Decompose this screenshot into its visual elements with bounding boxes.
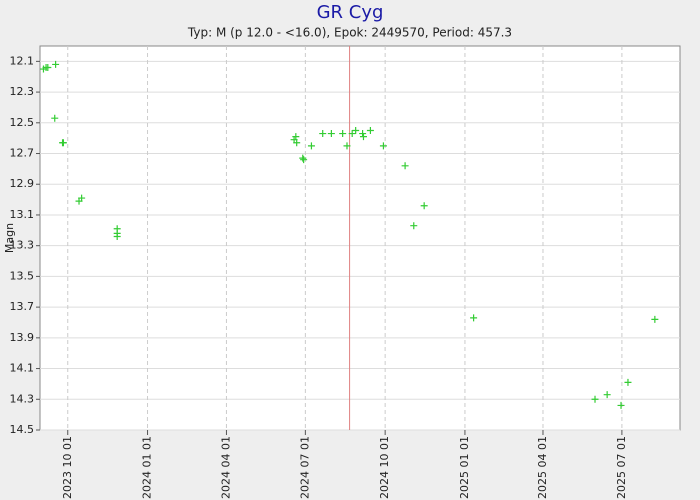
data-point [603,391,611,399]
chart-subtitle: Typ: M (p 12.0 - <16.0), Epok: 2449570, … [187,26,512,40]
y-tick-label: 12.7 [10,147,35,160]
data-point [651,315,659,323]
chart-title: GR Cyg [317,2,384,23]
x-tick-label: 2025 01 01 [458,436,471,499]
data-point [319,130,327,138]
data-point [410,222,418,230]
y-tick-label: 13.1 [10,208,35,221]
y-axis-label: Magn [3,223,16,253]
data-point [78,194,86,202]
data-point [293,139,301,147]
y-tick-label: 14.3 [10,392,35,405]
y-tick-label: 12.5 [10,116,35,129]
data-point [420,202,428,210]
x-tick-label: 2025 04 01 [536,436,549,499]
data-point [591,395,599,403]
x-tick-label: 2024 01 01 [141,436,154,499]
y-tick-label: 13.7 [10,300,35,313]
y-tick-label: 12.3 [10,85,35,98]
data-point [359,130,367,138]
x-tick-label: 2024 07 01 [298,436,311,499]
data-point [299,154,307,162]
data-point [51,114,59,122]
data-point [352,126,360,134]
y-tick-label: 13.5 [10,269,35,282]
data-point [327,130,335,138]
data-point [366,126,374,134]
x-tick-label: 2025 07 01 [615,436,628,499]
y-tick-label: 14.1 [10,362,35,375]
data-point [470,314,478,322]
data-point [624,378,632,386]
data-point [348,130,356,138]
data-point [300,156,308,164]
data-point [617,401,625,409]
data-point [401,162,409,170]
data-point [292,133,300,141]
x-tick-label: 2024 10 01 [378,436,391,499]
plot-area [39,45,681,431]
y-tick-label: 12.1 [10,54,35,67]
data-point [359,133,367,141]
x-tick-label: 2023 10 01 [61,436,74,499]
y-tick-label: 12.9 [10,177,35,190]
y-tick-label: 14.5 [10,423,35,436]
y-tick-label: 13.9 [10,331,35,344]
data-point [113,232,121,240]
x-tick-label: 2024 04 01 [219,436,232,499]
data-point [59,139,67,147]
data-point [307,142,315,150]
data-point [379,142,387,150]
data-point [343,142,351,150]
data-point [52,60,60,68]
data-point [339,130,347,138]
y-tick-label: 13.3 [10,239,35,252]
data-point [44,64,52,72]
